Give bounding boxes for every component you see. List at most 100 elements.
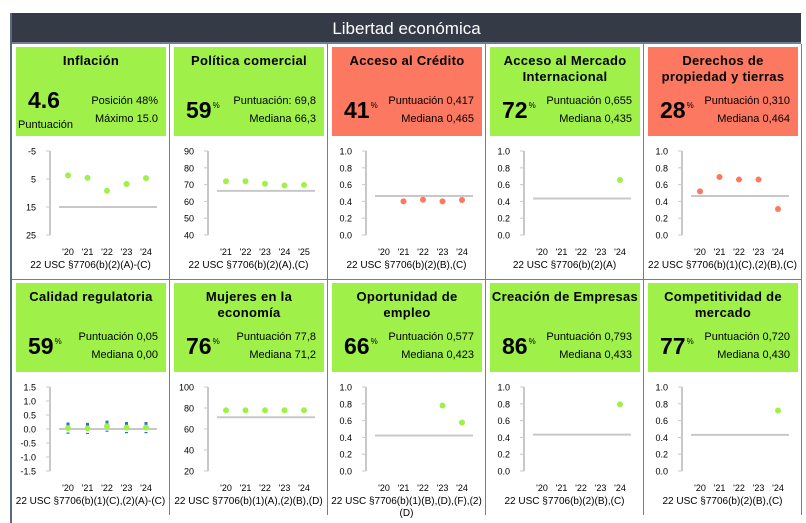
data-point: [65, 172, 71, 179]
y-tick-label: 0.2: [497, 450, 510, 460]
trend-chart: 1.0 0.8 0.6 0.4 0.2 0.0 '20 '21 '22 '23 '24: [339, 147, 473, 257]
indicator-detail-1: Puntuación 0,720: [704, 331, 790, 343]
indicator-detail-2: Mediana 0,435: [559, 113, 632, 125]
indicator-tile: Calidad regulatoria 59% Puntuación 0,05 Med…: [16, 283, 166, 372]
x-tick-label: '24: [772, 247, 784, 257]
y-tick-label: 60: [184, 197, 194, 207]
legal-citation: 22 USC §7706(b)(1)(C),(2)(B),(C): [648, 260, 797, 271]
trend-chart: 1.0 0.8 0.6 0.4 0.2 0.0 '20 '21 '22 '23 '24: [339, 383, 473, 493]
x-tick-label: '21: [398, 247, 410, 257]
y-tick-label: 0.2: [339, 214, 352, 224]
indicator-title: Calidad regulatoria: [29, 289, 153, 304]
y-tick-label: 0.2: [497, 214, 510, 224]
indicator-grid: Inflación 4.6 Puntuación Posición 48% Máximo…: [12, 44, 802, 519]
indicator-score: 86%: [502, 333, 536, 360]
indicator-card: Acceso al Mercado Internacional 72% Puntua…: [486, 44, 644, 280]
panel-title: Libertad económica: [12, 13, 801, 44]
indicator-tile: Competitividad de mercado 77% Puntuación 0…: [648, 283, 798, 372]
indicator-detail-1: Puntuación 0,417: [388, 95, 474, 107]
legal-citation: 22 USC §7706(b)(1)(B),(D),(F),(2)(D): [331, 496, 482, 519]
y-tick-label: 0.6: [497, 416, 510, 426]
data-point: [123, 181, 130, 188]
score-value: 59: [28, 333, 54, 359]
score-value: 66: [344, 333, 370, 359]
percent-sign: %: [528, 337, 536, 346]
x-tick-label: '22: [259, 483, 271, 493]
y-tick-label: -1.0: [20, 453, 36, 463]
y-tick-label: 1.0: [23, 397, 36, 407]
trend-chart: 90 80 70 60 50 40 '21 '22 '23 '24 '25: [184, 147, 315, 257]
data-point: [143, 175, 149, 182]
indicator-detail-2: Mediana 0,430: [717, 349, 790, 361]
economic-freedom-panel: Libertad económica Inflación 4.6 Puntuació…: [10, 13, 802, 523]
y-tick-label: 0.8: [339, 163, 352, 173]
indicator-card: Oportunidad de empleo 66% Puntuación 0,577…: [328, 280, 486, 519]
indicator-title: Competitividad de mercado: [664, 289, 782, 320]
percent-sign: %: [370, 337, 378, 346]
y-tick-label: 0.6: [339, 416, 352, 426]
y-tick-label: 0.0: [655, 467, 668, 477]
indicator-tile: Derechos de propiedad y tierras 28% Puntua…: [648, 47, 798, 136]
indicator-score: 66%: [344, 333, 378, 360]
y-tick-label: 0.0: [23, 425, 36, 435]
y-tick-label: 1.0: [497, 383, 510, 393]
indicator-detail-1: Posición 48%: [91, 95, 158, 107]
indicator-card: Acceso al Crédito 41% Puntuación 0,417 Medi…: [328, 44, 486, 280]
data-point: [104, 187, 110, 194]
indicator-title: Mujeres en la economía: [205, 289, 293, 320]
x-tick-label: '23: [279, 483, 291, 493]
trend-chart: 1.0 0.8 0.6 0.4 0.2 0.0 '20 '21 '22 '23 '24: [497, 147, 631, 257]
score-value: 86: [502, 333, 528, 359]
data-point: [420, 196, 426, 203]
indicator-detail-2: Mediana 0,464: [717, 113, 790, 125]
x-tick-label: '21: [556, 483, 568, 493]
indicator-detail-1: Puntuación 0,655: [546, 95, 632, 107]
data-point: [223, 407, 229, 414]
data-point: [716, 174, 723, 181]
indicator-tile: Creación de Empresas 86% Puntuación 0,793 M…: [490, 283, 640, 372]
y-tick-label: 0.0: [655, 231, 668, 241]
indicator-tile: Acceso al Crédito 41% Puntuación 0,417 Medi…: [332, 47, 482, 136]
x-tick-label: '20: [378, 483, 390, 493]
indicator-title: Creación de Empresas: [491, 289, 639, 304]
y-tick-label: 15: [26, 203, 36, 213]
x-tick-label: '20: [62, 247, 74, 257]
x-tick-label: '24: [140, 247, 152, 257]
x-tick-label: '24: [279, 247, 291, 257]
x-tick-label: '24: [614, 483, 626, 493]
x-tick-label: '22: [417, 247, 429, 257]
percent-sign: %: [212, 101, 220, 110]
data-point: [143, 424, 149, 431]
x-tick-label: '23: [753, 483, 765, 493]
indicator-card: Inflación 4.6 Puntuación Posición 48% Máximo…: [12, 44, 170, 280]
x-tick-label: '21: [82, 247, 94, 257]
indicator-detail-1: Puntuación: 69,8: [233, 95, 316, 107]
trend-chart: 1.0 0.8 0.6 0.4 0.2 0.0 '20 '21 '22 '23 '24: [655, 383, 789, 493]
indicator-score: 59%: [186, 97, 220, 124]
y-tick-label: 1.0: [339, 383, 352, 393]
legal-citation: 22 USC §7706(b)(2)(B),(C): [662, 496, 783, 507]
y-tick-label: -5: [28, 147, 36, 157]
trend-chart: -5 5 15 25 '20 '21 '22 '23 '24: [26, 147, 157, 257]
legal-citation: 22 USC §7706(b)(2)(B),(C): [504, 496, 625, 507]
x-tick-label: '22: [101, 483, 113, 493]
y-tick-label: 0.2: [655, 450, 668, 460]
x-tick-label: '23: [595, 483, 607, 493]
y-tick-label: 1.5: [23, 383, 36, 393]
y-tick-label: 60: [184, 425, 194, 435]
indicator-score: 76%: [186, 333, 220, 360]
x-tick-label: '23: [437, 247, 449, 257]
legal-citation: 22 USC §7706(b)(2)(A)-(C): [30, 260, 151, 271]
x-tick-label: '22: [101, 247, 113, 257]
y-tick-label: 0.0: [497, 231, 510, 241]
indicator-detail-2: Máximo 15.0: [95, 113, 158, 125]
y-tick-label: 80: [184, 163, 194, 173]
x-tick-label: '21: [714, 483, 726, 493]
data-point: [775, 407, 781, 414]
indicator-detail-2: Mediana 0,00: [91, 349, 158, 361]
indicator-detail-2: Mediana 71,2: [249, 349, 316, 361]
x-tick-label: '20: [378, 247, 390, 257]
score-value: 28: [660, 97, 686, 123]
indicator-score: 77%: [660, 333, 694, 360]
x-tick-label: '23: [595, 247, 607, 257]
